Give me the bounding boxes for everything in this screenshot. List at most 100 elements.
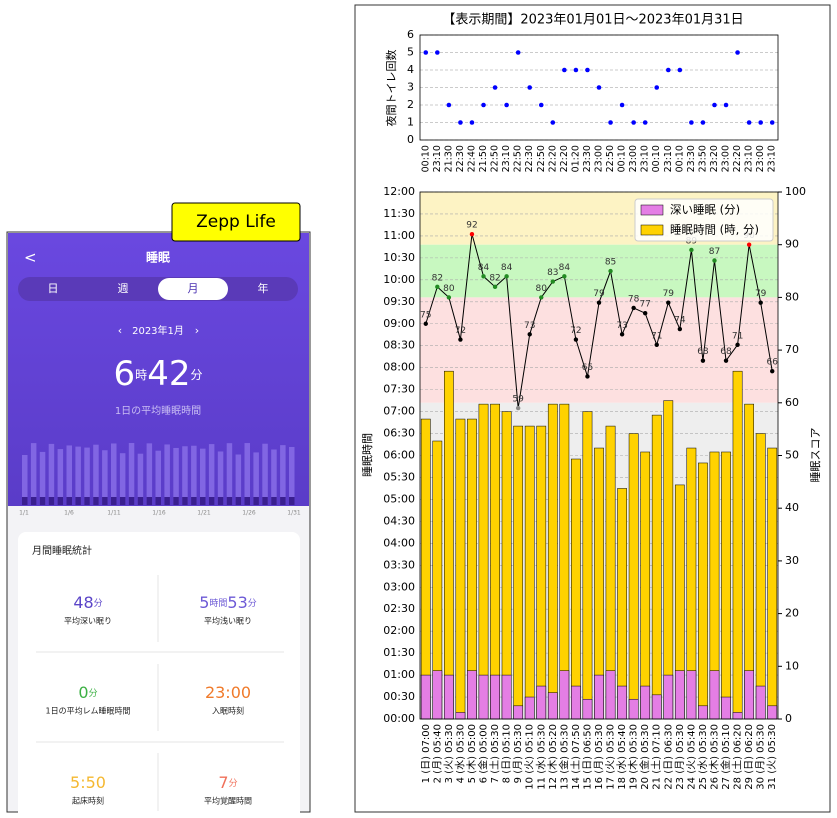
stat-value: 48分 xyxy=(73,593,102,612)
mini-bar-deep xyxy=(244,497,250,505)
y-tick-label: 06:30 xyxy=(383,427,415,440)
score-label: 85 xyxy=(605,258,616,268)
x-tick-label: 15 (日) 06:50 xyxy=(582,724,593,790)
x-tick-label: 2 (月) 05:40 xyxy=(431,724,443,783)
stat-part: 分 xyxy=(89,688,98,699)
score-point xyxy=(700,358,706,363)
legend-label: 睡眠時間 (時, 分) xyxy=(670,223,759,237)
y2-tick-label: 0 xyxy=(785,712,792,725)
score-label: 80 xyxy=(536,284,548,294)
period-next[interactable]: › xyxy=(195,324,199,337)
mini-bar xyxy=(111,443,117,505)
x-tick-label: 00:10 xyxy=(420,145,431,172)
sleep-bar xyxy=(571,458,581,720)
deep-sleep-bar xyxy=(732,712,743,720)
mini-bar-deep xyxy=(102,497,108,505)
deep-sleep-bar xyxy=(420,674,431,720)
mini-bar-deep xyxy=(146,497,153,505)
mini-bar-deep xyxy=(182,497,188,505)
stat-part: 48 xyxy=(73,593,93,612)
mini-bar-deep xyxy=(200,497,206,505)
y-tick-label: 6 xyxy=(407,28,414,41)
deep-sleep-bar xyxy=(582,698,593,720)
score-point xyxy=(631,305,636,311)
mini-bar xyxy=(253,452,259,505)
mini-bar xyxy=(191,445,197,505)
sleep-bar xyxy=(524,425,535,720)
y-tick-label: 06:00 xyxy=(383,449,415,462)
stat-label: 平均浅い眠り xyxy=(204,616,252,626)
score-point xyxy=(585,374,590,379)
badge xyxy=(171,202,301,242)
deep-sleep-bar xyxy=(513,705,524,720)
point xyxy=(538,102,544,108)
mini-bar xyxy=(48,443,55,505)
y-tick-label: 5 xyxy=(407,46,414,59)
average-time: 6時42分 xyxy=(114,354,203,394)
x-tick-label: 23:00 xyxy=(755,145,766,172)
point xyxy=(746,120,752,125)
time-part: 6 xyxy=(114,354,136,394)
x-tick-label: 16 (月) 05:30 xyxy=(593,724,605,790)
mini-axis-label: 1/1 xyxy=(19,510,29,517)
mini-bar xyxy=(271,449,277,505)
x-tick-label: 23:30 xyxy=(686,145,697,172)
deep-sleep-bar xyxy=(478,674,489,720)
back-button[interactable]: < xyxy=(24,249,37,267)
point xyxy=(469,120,475,125)
sleep-bar xyxy=(617,488,627,720)
sleep-bar xyxy=(628,433,639,720)
y2-tick-label: 80 xyxy=(785,290,799,303)
score-point xyxy=(481,274,486,279)
tab[interactable]: 日 xyxy=(48,282,59,295)
period-prev[interactable]: ‹ xyxy=(118,324,122,337)
y-axis-label: 睡眠時間 xyxy=(361,433,374,477)
deep-sleep-bar xyxy=(674,670,685,720)
sleep-bar xyxy=(755,433,766,720)
x-tick-label: 23:10 xyxy=(432,145,443,172)
score-point xyxy=(539,295,544,300)
score-point xyxy=(758,300,763,305)
time-part: 42 xyxy=(147,354,190,394)
sleep-bar xyxy=(640,451,651,720)
mini-bar-deep xyxy=(235,497,242,505)
y-tick-label: 03:30 xyxy=(383,558,415,571)
point xyxy=(527,85,533,90)
sleep-bar xyxy=(732,370,743,720)
deep-sleep-bar xyxy=(617,685,627,720)
score-point xyxy=(562,274,567,279)
score-point xyxy=(654,342,659,348)
x-tick-label: 30 (月) 05:30 xyxy=(755,724,767,790)
stat-value: 0分 xyxy=(78,683,97,702)
score-point xyxy=(735,342,740,348)
score-point xyxy=(527,332,532,337)
stat-label: 1日の平均レム睡眠時間 xyxy=(46,706,131,716)
period-label: 2023年1月 xyxy=(132,324,184,337)
y-tick-label: 04:00 xyxy=(383,536,415,549)
mini-bar xyxy=(30,443,37,505)
x-tick-label: 00:10 xyxy=(651,145,662,172)
tab[interactable]: 月 xyxy=(188,282,199,295)
mini-bar-deep xyxy=(111,497,117,505)
sleep-bar xyxy=(420,418,431,720)
score-point xyxy=(504,274,509,279)
x-tick-label: 22:50 xyxy=(605,145,616,172)
mini-bar xyxy=(39,451,46,505)
point xyxy=(769,120,775,125)
x-tick-label: 22:20 xyxy=(559,145,570,172)
mini-axis-label: 1/16 xyxy=(152,510,166,517)
point xyxy=(435,50,440,55)
point xyxy=(596,85,602,90)
mini-bar-deep xyxy=(217,497,224,505)
y-tick-label: 05:30 xyxy=(383,470,415,483)
tab[interactable]: 週 xyxy=(118,282,129,295)
point xyxy=(723,102,729,108)
tab[interactable]: 年 xyxy=(258,281,269,295)
mini-bar-deep xyxy=(253,497,259,505)
y-tick-label: 0 xyxy=(407,133,414,146)
point xyxy=(608,120,613,125)
score-label: 65 xyxy=(582,363,593,373)
sleep-bar xyxy=(767,447,778,720)
score-label: 92 xyxy=(466,221,477,231)
deep-sleep-bar xyxy=(651,694,662,720)
